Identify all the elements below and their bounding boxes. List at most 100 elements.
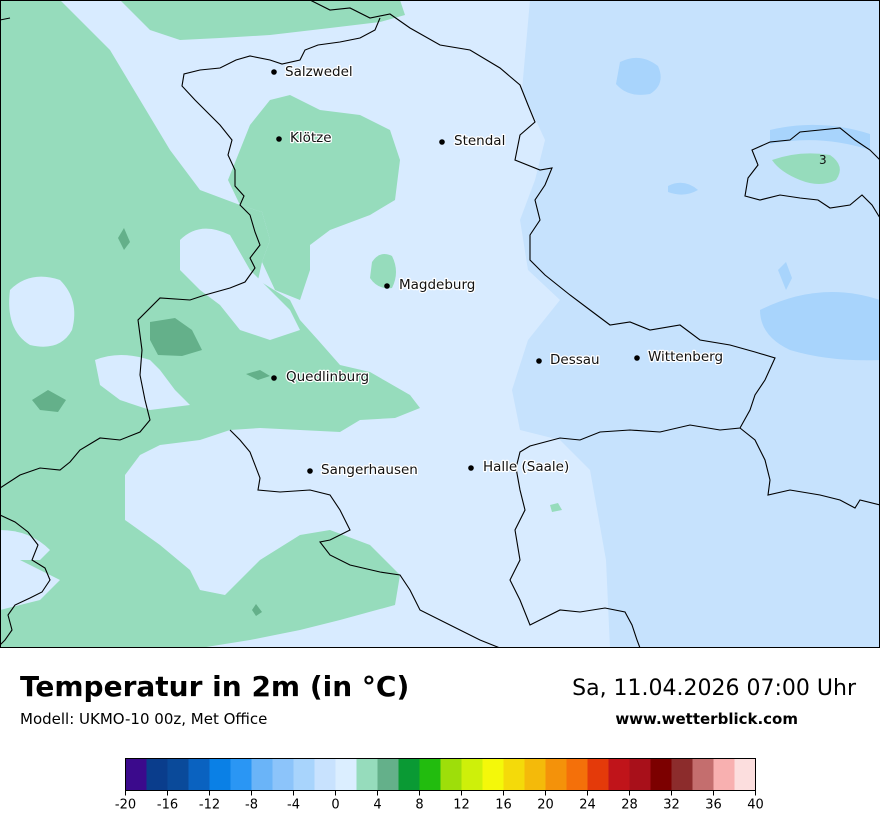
- border-west: [0, 17, 11, 21]
- legend-tick-label: 0: [331, 798, 339, 813]
- city-marker: [271, 69, 277, 75]
- city-marker: [468, 465, 474, 471]
- temp-field-green-west: [0, 0, 420, 648]
- legend-tick-label: -20: [115, 798, 136, 813]
- city-wittenberg: Wittenberg: [634, 348, 724, 366]
- website-label: www.wetterblick.com: [615, 710, 798, 728]
- forecast-datetime: Sa, 11.04.2026 07:00 Uhr: [572, 676, 856, 701]
- legend-swatch: [629, 758, 651, 791]
- legend-swatch: [440, 758, 462, 791]
- legend-swatch: [587, 758, 609, 791]
- temp-field-cold-patch-2: [760, 292, 880, 361]
- city-label: Quedlinburg: [286, 369, 369, 385]
- temp-field-hole-3: [95, 355, 190, 410]
- city-label: Sangerhausen: [321, 462, 418, 478]
- city-stendal: Stendal: [439, 132, 507, 150]
- legend-tick-label: 20: [537, 798, 554, 813]
- map-title: Temperatur in 2m (in °C): [20, 670, 410, 703]
- city-quedlinburg: Quedlinburg: [271, 368, 370, 386]
- legend-tick-label: 32: [663, 798, 680, 813]
- state-border: [0, 0, 776, 648]
- city-dessau: Dessau: [536, 351, 601, 369]
- legend-swatch: [461, 758, 483, 791]
- city-halle-saale: Halle (Saale): [468, 458, 570, 476]
- legend-ticks: -20 -16 -12 -8 -4 0 4 8 12 16 20 24 28 32 36 40: [115, 790, 764, 813]
- legend-swatch: [377, 758, 399, 791]
- legend-swatch: [503, 758, 525, 791]
- legend-swatch: [671, 758, 693, 791]
- temp-field-darkgreen-2: [32, 390, 66, 412]
- legend-swatch: [398, 758, 420, 791]
- legend-swatch: [146, 758, 168, 791]
- legend-swatch: [419, 758, 441, 791]
- city-label: Halle (Saale): [483, 459, 569, 475]
- temp-field-cold-patch-3: [778, 262, 792, 290]
- legend-swatch: [734, 758, 756, 791]
- city-marker: [439, 139, 445, 145]
- legend-swatch: [335, 758, 357, 791]
- border-east: [739, 427, 880, 509]
- city-marker: [271, 375, 277, 381]
- temp-field-cold-patch-4: [770, 124, 870, 150]
- legend-swatch: [713, 758, 735, 791]
- city-magdeburg: Magdeburg: [384, 276, 477, 294]
- legend-swatches: [125, 758, 756, 791]
- legend-swatch: [566, 758, 588, 791]
- temp-field-hole-1: [9, 276, 75, 347]
- temp-field-darkgreen-3: [118, 228, 130, 250]
- border-berlin: [744, 127, 880, 219]
- legend-tick-label: 4: [373, 798, 381, 813]
- temp-field-hole-5: [0, 530, 50, 560]
- city-marker: [536, 358, 542, 364]
- city-marker: [634, 355, 640, 361]
- city-marker: [276, 136, 282, 142]
- city-label: Stendal: [454, 133, 505, 149]
- temp-field-darkgreen-5: [252, 604, 262, 616]
- city-label: Salzwedel: [285, 64, 353, 80]
- legend-tick-label: 12: [453, 798, 470, 813]
- legend-tick-label: 36: [705, 798, 722, 813]
- legend-swatch: [125, 758, 147, 791]
- temperature-legend: -20 -16 -12 -8 -4 0 4 8 12 16 20 24 28 32 36 40: [115, 758, 764, 813]
- legend-frame: [125, 758, 756, 791]
- city-label: Dessau: [550, 352, 600, 368]
- temp-field-cold-patch-1: [616, 57, 661, 95]
- legend-swatch: [167, 758, 189, 791]
- contour-label: 3: [819, 153, 827, 167]
- temp-field-green-east: [772, 153, 840, 184]
- legend-swatch: [482, 758, 504, 791]
- legend-swatch: [314, 758, 336, 791]
- legend-swatch: [251, 758, 273, 791]
- legend-tick-label: 16: [495, 798, 512, 813]
- weather-map: 3 Salzwedel Klötze Stendal Magdeburg Des…: [0, 0, 880, 648]
- city-salzwedel: Salzwedel: [271, 63, 354, 81]
- legend-swatch: [608, 758, 630, 791]
- temp-field-darkgreen-1: [150, 318, 202, 356]
- city-sangerhausen: Sangerhausen: [307, 461, 419, 479]
- city-label: Klötze: [290, 130, 332, 146]
- model-info: Modell: UKMO-10 00z, Met Office: [20, 710, 268, 728]
- legend-tick-label: -16: [157, 798, 178, 813]
- city-marker: [384, 283, 390, 289]
- temp-field-cold-patch-5: [668, 182, 698, 195]
- city-label: Magdeburg: [399, 277, 475, 293]
- legend-tick-label: -12: [199, 798, 220, 813]
- legend-tick-label: 24: [579, 798, 596, 813]
- legend-tick-label: -4: [287, 798, 300, 813]
- temp-field-green-magdeburg: [370, 254, 396, 289]
- temp-field-green-central: [228, 95, 400, 300]
- legend-swatch: [650, 758, 672, 791]
- legend-swatch: [356, 758, 378, 791]
- legend-tick-label: 28: [621, 798, 638, 813]
- legend-swatch: [545, 758, 567, 791]
- city-kloetze: Klötze: [276, 129, 333, 147]
- border-southwest: [0, 514, 51, 646]
- legend-tick-label: 8: [415, 798, 423, 813]
- legend-swatch: [230, 758, 252, 791]
- legend-swatch: [692, 758, 714, 791]
- legend-swatch: [524, 758, 546, 791]
- city-marker: [307, 468, 313, 474]
- temperature-map: 3 Salzwedel Klötze Stendal Magdeburg Des…: [0, 0, 880, 648]
- legend-swatch: [293, 758, 315, 791]
- legend-swatch: [209, 758, 231, 791]
